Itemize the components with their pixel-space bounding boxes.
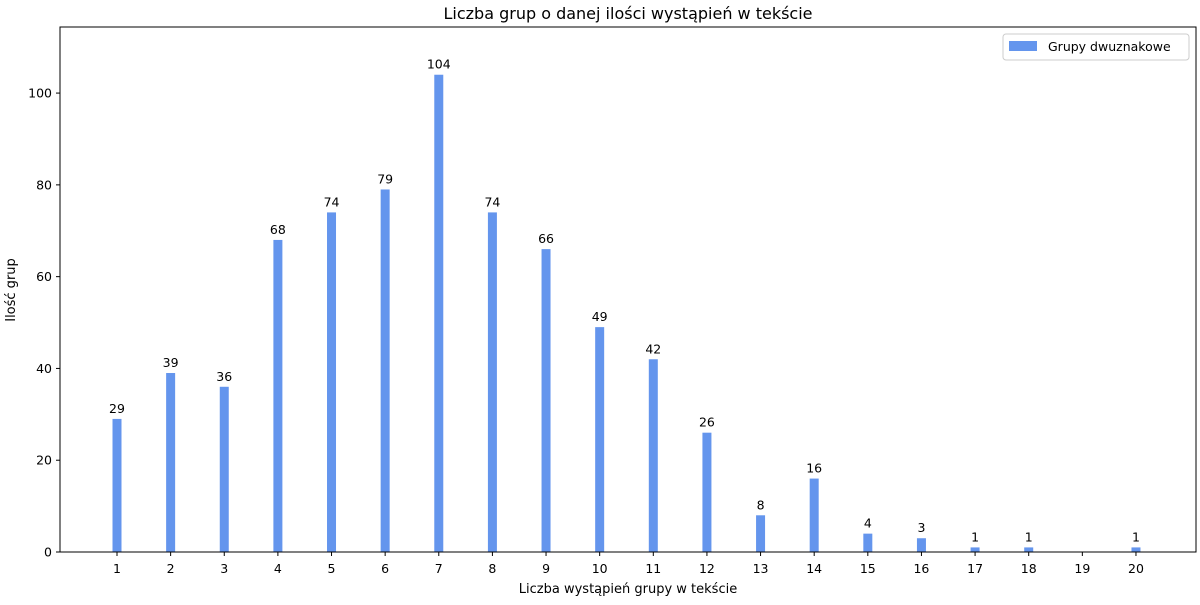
x-tick-label-18: 18 [1021,561,1037,576]
bar-17 [970,547,980,552]
x-tick-label-16: 16 [913,561,929,576]
data-label-6: 79 [377,171,393,186]
bar-7 [434,74,444,552]
x-tick-label-5: 5 [328,561,336,576]
bar-14 [809,478,819,552]
x-tick-label-7: 7 [435,561,443,576]
bar-3 [219,386,229,552]
x-tick-label-1: 1 [113,561,121,576]
x-tick-label-9: 9 [542,561,550,576]
bar-2 [166,373,176,552]
x-tick-label-19: 19 [1074,561,1090,576]
y-tick-label-100: 100 [28,86,52,101]
x-tick-label-15: 15 [860,561,876,576]
y-tick-label-60: 60 [36,269,52,284]
data-label-2: 39 [163,355,179,370]
legend: Grupy dwuznakowe [1002,33,1190,61]
legend-swatch [1009,41,1037,51]
x-tick-label-20: 20 [1128,561,1144,576]
data-label-17: 1 [971,529,979,544]
bar-6 [380,189,390,552]
data-label-12: 26 [699,415,715,430]
y-axis-ticks: 0 20 40 60 80 100 [28,86,60,560]
bar-10 [595,327,605,552]
data-label-18: 1 [1025,529,1033,544]
legend-box [1002,33,1190,61]
x-tick-label-6: 6 [381,561,389,576]
bar-15 [863,533,873,552]
data-label-4: 68 [270,222,286,237]
data-label-16: 3 [917,520,925,535]
x-axis-ticks: 1 2 3 4 5 6 7 8 9 10 11 12 13 14 15 16 17 18 19 20 [113,552,1144,576]
bar-18 [1024,547,1034,552]
x-tick-label-10: 10 [592,561,608,576]
y-tick-label-0: 0 [44,545,52,560]
y-tick-label-80: 80 [36,177,52,192]
y-tick-label-20: 20 [36,453,52,468]
bar-8 [487,212,497,552]
x-tick-label-13: 13 [753,561,769,576]
bar-4 [273,239,283,552]
x-tick-label-12: 12 [699,561,715,576]
bar-20 [1131,547,1141,552]
x-tick-label-4: 4 [274,561,282,576]
bar-11 [648,359,658,552]
y-axis-label: Ilość grup [4,258,19,322]
x-tick-label-11: 11 [645,561,661,576]
data-label-14: 16 [806,461,822,476]
legend-entry: Grupy dwuznakowe [1048,39,1171,54]
data-label-1: 29 [109,401,125,416]
bar-5 [327,212,337,552]
x-tick-label-3: 3 [220,561,228,576]
chart-title: Liczba grup o danej ilości wystąpień w t… [443,4,812,23]
data-label-20: 1 [1132,529,1140,544]
bars-layer [112,74,1141,552]
x-tick-label-8: 8 [488,561,496,576]
plot-frame [59,26,1197,553]
data-label-13: 8 [757,497,765,512]
x-tick-label-14: 14 [806,561,822,576]
bar-13 [756,515,766,552]
y-tick-label-40: 40 [36,361,52,376]
data-label-10: 49 [592,309,608,324]
bar-9 [541,249,551,552]
x-tick-label-17: 17 [967,561,983,576]
bar-16 [916,538,926,552]
data-label-7: 104 [427,57,451,72]
x-tick-label-2: 2 [167,561,175,576]
bar-12 [702,432,712,552]
data-label-9: 66 [538,231,554,246]
data-label-3: 36 [216,369,232,384]
data-label-11: 42 [645,341,661,356]
data-labels-layer: 29 39 36 68 74 79 104 74 66 49 42 26 8 16 4 3 1 1 1 [109,57,1140,545]
x-axis-label: Liczba wystąpień grupy w tekście [519,582,737,597]
data-label-8: 74 [484,194,500,209]
bar-1 [112,418,122,552]
data-label-15: 4 [864,516,872,531]
data-label-5: 74 [324,194,340,209]
